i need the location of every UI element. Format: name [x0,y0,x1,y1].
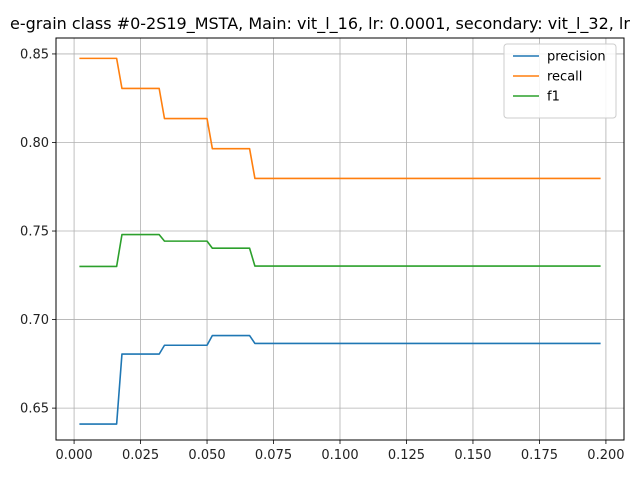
x-tick-label: 0.200 [587,448,624,463]
y-tick-label: 0.65 [20,402,49,417]
legend-label-f1: f1 [547,90,560,105]
legend: precision recall f1 [503,43,617,119]
series-line-precision [79,334,601,425]
y-tick-label: 0.85 [20,47,49,62]
legend-label-recall: recall [547,70,582,85]
x-tick-label: 0.125 [388,448,425,463]
x-tick-label: 0.100 [321,448,358,463]
chart-title: e-grain class #0-2S19_MSTA, Main: vit_l_… [10,14,630,34]
y-tick-label: 0.80 [20,136,49,151]
x-tick-label: 0.075 [255,448,292,463]
legend-label-precision: precision [547,50,606,65]
x-axis: 0.000 0.025 0.050 0.075 0.100 0.125 0.150 0.175… [55,440,625,463]
y-tick-label: 0.75 [20,225,49,240]
x-tick-label: 0.000 [55,448,92,463]
series-lines [79,57,601,425]
x-tick-label: 0.175 [521,448,558,463]
x-tick-label: 0.050 [188,448,225,463]
series-line-f1 [79,233,601,268]
legend-box [503,43,617,119]
series-line-recall [79,57,601,180]
y-axis: 0.65 0.70 0.75 0.80 0.85 [20,47,56,417]
y-tick-label: 0.70 [20,313,49,328]
x-tick-label: 0.025 [122,448,159,463]
x-tick-label: 0.150 [454,448,491,463]
